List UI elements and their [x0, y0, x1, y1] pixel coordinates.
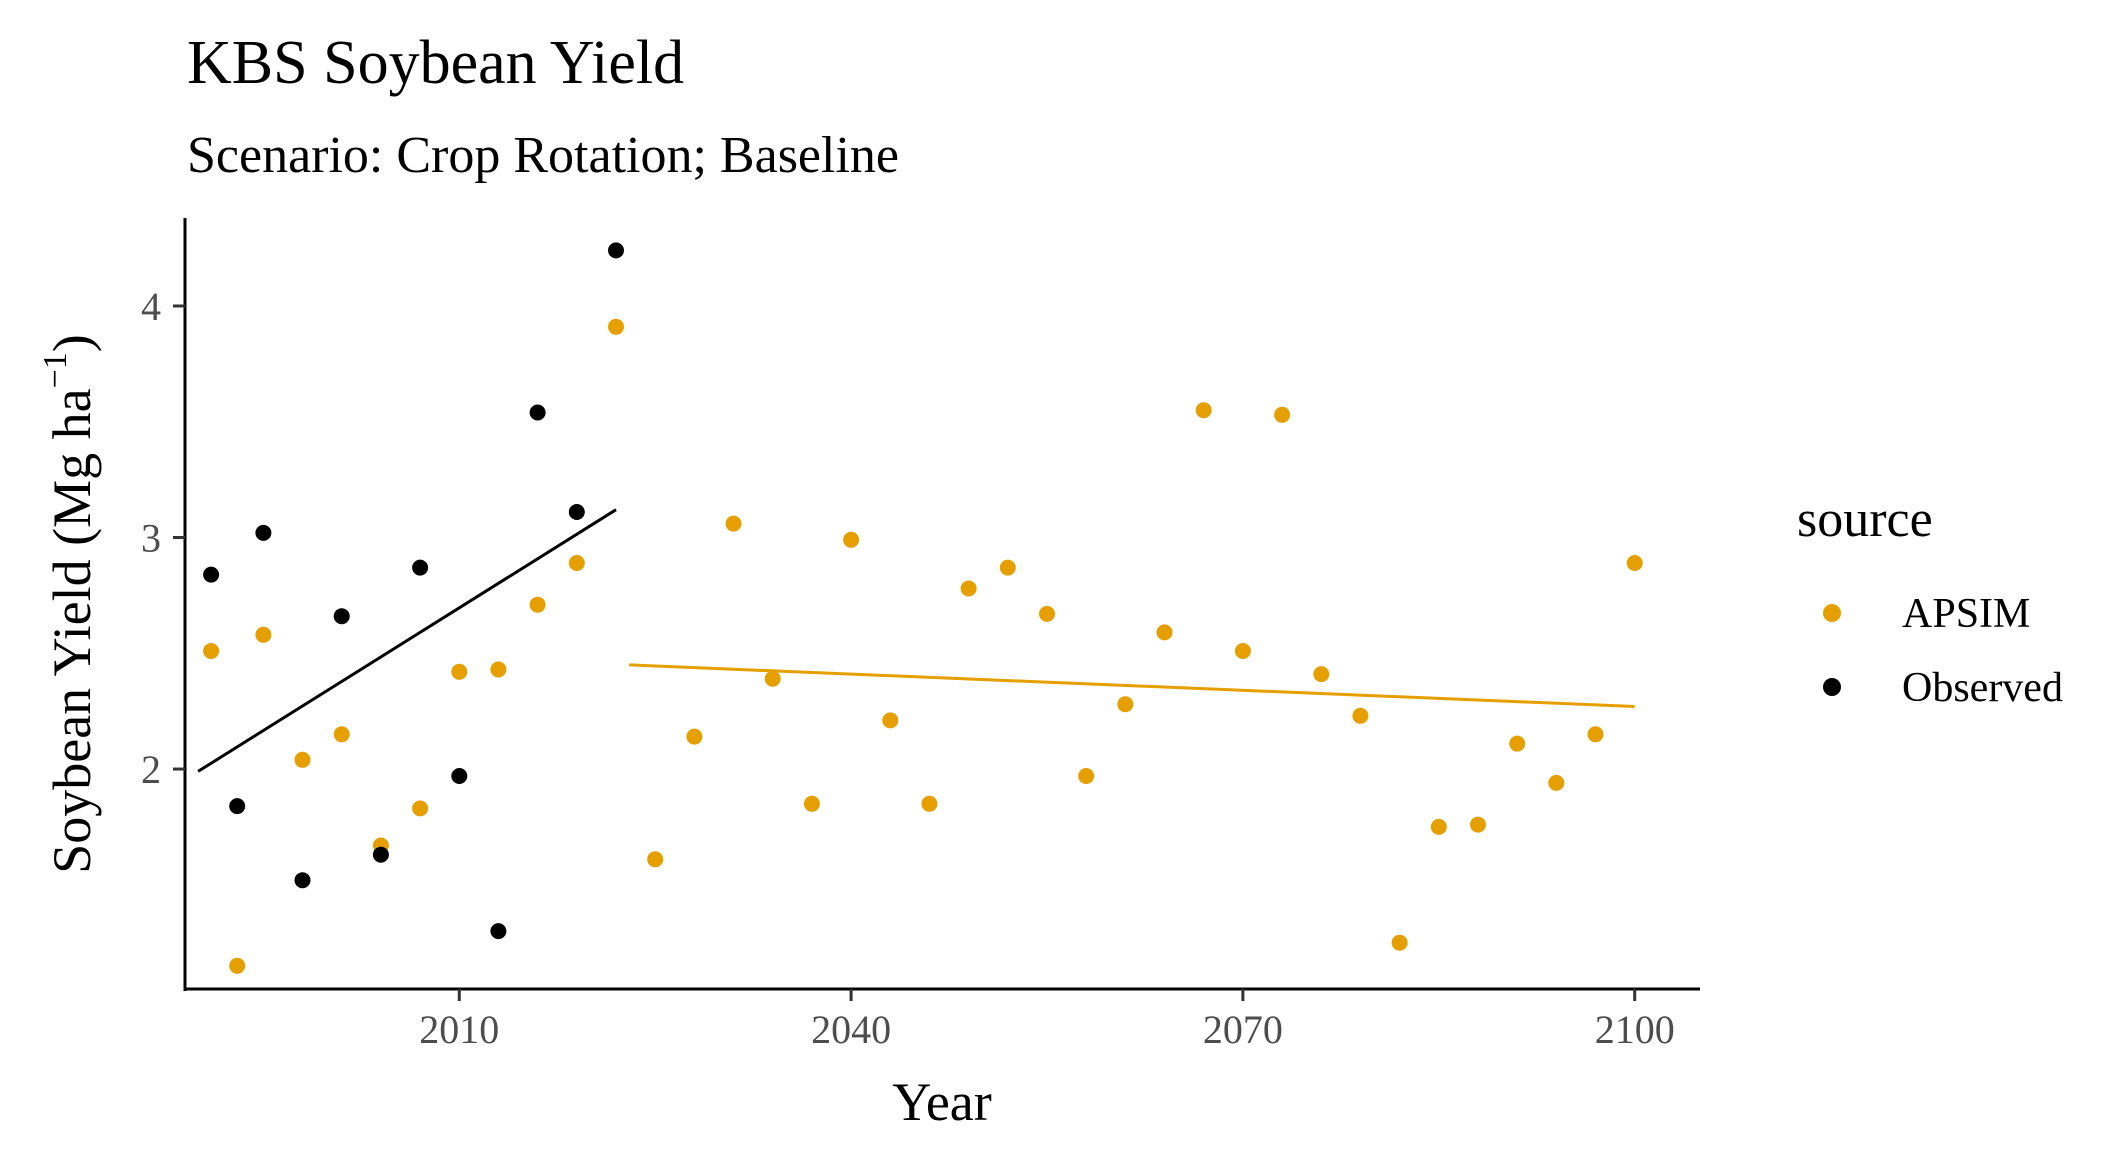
point-observed-5: [372, 846, 389, 863]
point-apsim-36: [1587, 726, 1604, 743]
point-observed-8: [490, 923, 507, 940]
y-axis-title: Soybean Yield (Mg ha−1): [37, 334, 102, 874]
point-apsim-9: [529, 596, 546, 613]
legend-title: source: [1797, 491, 1933, 548]
point-apsim-17: [843, 531, 860, 548]
point-apsim-11: [608, 318, 624, 335]
y-axis-title-main: Soybean Yield (Mg ha: [42, 388, 102, 873]
legend-label-apsim: APSIM: [1902, 591, 2030, 637]
legend: source APSIM Observed: [1797, 491, 2063, 711]
y-axis-title-exponent: −1: [37, 352, 74, 388]
point-apsim-12: [647, 851, 664, 868]
point-apsim-26: [1195, 402, 1212, 419]
point-apsim-23: [1078, 768, 1095, 784]
x-axis-title: Year: [892, 1072, 992, 1132]
point-observed-4: [333, 608, 350, 625]
point-apsim-19: [921, 795, 938, 812]
point-apsim-0: [203, 643, 220, 659]
legend-key-apsim: [1823, 604, 1841, 622]
point-observed-7: [451, 768, 468, 784]
point-apsim-21: [999, 559, 1016, 576]
trend-line-apsim: [629, 663, 1635, 708]
plot-area: [197, 242, 1643, 974]
point-apsim-30: [1352, 707, 1369, 724]
axis-ticks: 2010 2040 2070 2100 2 3 4: [141, 284, 1675, 1052]
point-apsim-4: [333, 726, 350, 743]
point-apsim-10: [568, 555, 585, 571]
y-tick-label-2: 2: [141, 747, 161, 792]
x-tick-label-2100: 2100: [1595, 1007, 1675, 1052]
point-observed-3: [294, 872, 311, 889]
point-apsim-32: [1430, 818, 1447, 835]
trend-line-observed: [197, 508, 617, 773]
point-apsim-1: [229, 957, 246, 974]
point-apsim-15: [764, 670, 781, 687]
y-axis-title-close: ): [42, 334, 102, 352]
point-apsim-35: [1548, 774, 1565, 791]
y-tick-label-4: 4: [141, 284, 161, 329]
point-apsim-31: [1391, 934, 1408, 951]
legend-key-observed: [1823, 678, 1841, 696]
point-apsim-13: [686, 728, 703, 745]
point-apsim-18: [882, 712, 899, 729]
point-apsim-14: [725, 515, 742, 532]
legend-label-observed: Observed: [1902, 665, 2063, 711]
point-apsim-16: [803, 795, 820, 812]
point-apsim-27: [1234, 643, 1251, 659]
x-tick-label-2040: 2040: [811, 1007, 891, 1052]
point-observed-1: [229, 798, 246, 815]
point-apsim-6: [412, 800, 429, 817]
x-tick-label-2070: 2070: [1203, 1007, 1283, 1052]
point-apsim-33: [1470, 816, 1486, 833]
point-apsim-24: [1117, 696, 1134, 713]
point-observed-6: [412, 559, 429, 576]
point-apsim-2: [255, 626, 272, 643]
point-apsim-20: [960, 580, 977, 597]
chart-title: KBS Soybean Yield: [187, 29, 684, 97]
point-apsim-29: [1313, 666, 1330, 683]
x-tick-label-2010: 2010: [419, 1007, 499, 1052]
y-tick-label-3: 3: [141, 516, 161, 561]
point-observed-10: [568, 504, 585, 520]
point-apsim-8: [490, 661, 507, 678]
point-observed-2: [255, 524, 272, 541]
point-apsim-37: [1626, 555, 1643, 571]
point-observed-0: [203, 566, 220, 583]
point-apsim-3: [294, 751, 311, 768]
point-apsim-34: [1509, 735, 1526, 752]
point-apsim-7: [451, 663, 468, 680]
point-apsim-22: [1039, 605, 1055, 622]
point-apsim-28: [1274, 406, 1291, 423]
point-observed-11: [608, 242, 624, 259]
chart-subtitle: Scenario: Crop Rotation; Baseline: [187, 127, 899, 184]
point-observed-9: [529, 404, 546, 421]
point-apsim-25: [1156, 624, 1173, 641]
